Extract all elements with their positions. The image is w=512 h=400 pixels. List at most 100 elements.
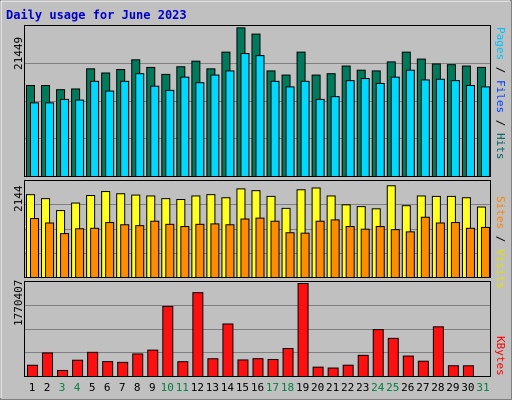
pages-bar-day-2 [45,102,55,177]
kbytes-bar-day-4 [72,359,84,377]
pages-bar-day-26 [405,69,415,177]
pages-bar-day-22 [345,80,355,177]
pages-bar-day-31 [480,86,490,177]
x-tick-label-day-10: 10 [160,381,174,394]
sites-bar-day-8 [135,225,145,279]
kbytes-bar-day-24 [372,329,384,378]
kbytes-bar-day-29 [447,365,459,378]
sites-bar-day-3 [60,233,70,278]
pages-bar-day-14 [225,70,235,177]
kbytes-bar-day-26 [402,355,414,377]
x-tick-label-day-29: 29 [446,381,460,394]
x-tick-label-day-5: 5 [88,381,96,394]
kbytes-bar-day-9 [147,349,159,377]
panel1-ymax-label: 21449 [12,36,25,70]
sites-bar-day-14 [225,224,235,278]
x-tick-label-day-13: 13 [205,381,219,394]
kbytes-bar-day-27 [417,360,429,377]
x-tick-label-day-20: 20 [310,381,325,394]
sites-bar-day-9 [150,220,160,279]
series-label-separator: / [494,60,507,80]
sites-bar-day-18 [285,232,295,279]
kbytes-bar-day-7 [117,361,129,378]
x-tick-label-day-11: 11 [175,381,189,394]
sites-bar-day-17 [270,220,280,279]
pages-bar-day-27 [420,79,430,177]
kbytes-bar-day-14 [222,323,234,377]
kbytes-bar-day-15 [237,359,249,378]
kbytes-bar-day-2 [42,352,54,378]
sites-bar-day-11 [180,226,190,278]
x-tick-label-day-8: 8 [133,381,141,394]
pages-bar-day-29 [450,80,460,177]
pages-bar-day-21 [330,96,340,177]
kbytes-bar-day-1 [27,364,38,377]
panel2-series-labels: Sites / Visits [494,196,507,289]
pages-bar-day-30 [465,84,475,177]
series-label-separator: / [494,229,507,249]
sites-bar-day-12 [195,223,205,278]
pages-bar-day-19 [300,80,310,177]
kbytes-bar-day-30 [462,365,474,377]
x-tick-label-day-9: 9 [148,381,156,394]
pages-bar-day-24 [375,82,385,177]
x-tick-label-day-22: 22 [341,381,355,394]
panel3-series-labels: KBytes [494,336,507,376]
x-tick-label-day-17: 17 [265,381,280,394]
series-label-hits: Hits [494,133,507,160]
sites-bar-day-1 [30,218,39,279]
x-tick-label-day-4: 4 [73,381,81,394]
pages-bar-day-10 [165,89,175,177]
kbytes-bar-day-13 [207,358,219,377]
kbytes-bar-day-6 [102,361,114,378]
pages-bar-day-16 [255,55,265,177]
sites-bar-day-15 [240,218,250,279]
x-tick-label-day-26: 26 [401,381,415,394]
pages-bar-day-28 [435,78,445,177]
sites-bar-day-6 [105,222,115,278]
sites-bar-day-30 [465,227,475,279]
pages-bar-day-23 [360,78,370,177]
pages-bar-day-17 [270,80,280,177]
pages-bar-day-20 [315,98,325,177]
x-tick-label-day-18: 18 [280,381,295,394]
sites-bar-day-2 [45,222,55,279]
pages-bar-day-7 [120,80,130,177]
sites-bar-day-29 [450,222,460,278]
pages-bar-day-25 [390,76,400,177]
kbytes-bar-day-17 [267,359,279,377]
sites-bar-day-5 [90,227,100,279]
kbytes-bar-day-3 [57,369,69,377]
x-tick-label-day-6: 6 [103,381,111,394]
pages-bar-day-15 [240,53,250,177]
kbytes-bar-day-28 [432,326,444,377]
pages-bar-day-5 [90,80,100,177]
chart-title: Daily usage for June 2023 [6,8,187,22]
kbytes-bar-day-12 [192,292,204,377]
sites-bar-day-16 [255,217,265,278]
pages-bar-day-8 [135,73,145,177]
kbytes-bar-day-11 [177,361,189,378]
kbytes-bar-day-19 [297,283,309,377]
kbytes-bar-day-5 [87,351,99,377]
sites-bar-day-25 [390,229,400,278]
sites-bar-day-27 [420,216,430,278]
x-tick-label-day-14: 14 [220,381,235,394]
pages-bar-day-4 [75,99,85,177]
pages-bar-day-3 [60,98,70,177]
x-tick-label-day-31: 31 [476,381,490,394]
x-tick-label-day-12: 12 [190,381,204,394]
kbytes-bar-day-10 [162,305,174,377]
kbytes-bar-day-20 [312,366,324,377]
x-tick-label-day-30: 30 [461,381,475,394]
x-tick-label-day-24: 24 [371,381,385,394]
sites-bar-day-4 [75,228,85,278]
x-tick-label-day-7: 7 [118,381,126,394]
kbytes-bar-day-16 [252,358,264,377]
series-label-visits: Visits [494,249,507,289]
pages-bar-day-18 [285,86,295,177]
pages-bar-day-9 [150,85,160,177]
pages-bar-day-6 [105,90,115,177]
x-tick-label-day-25: 25 [386,381,400,394]
